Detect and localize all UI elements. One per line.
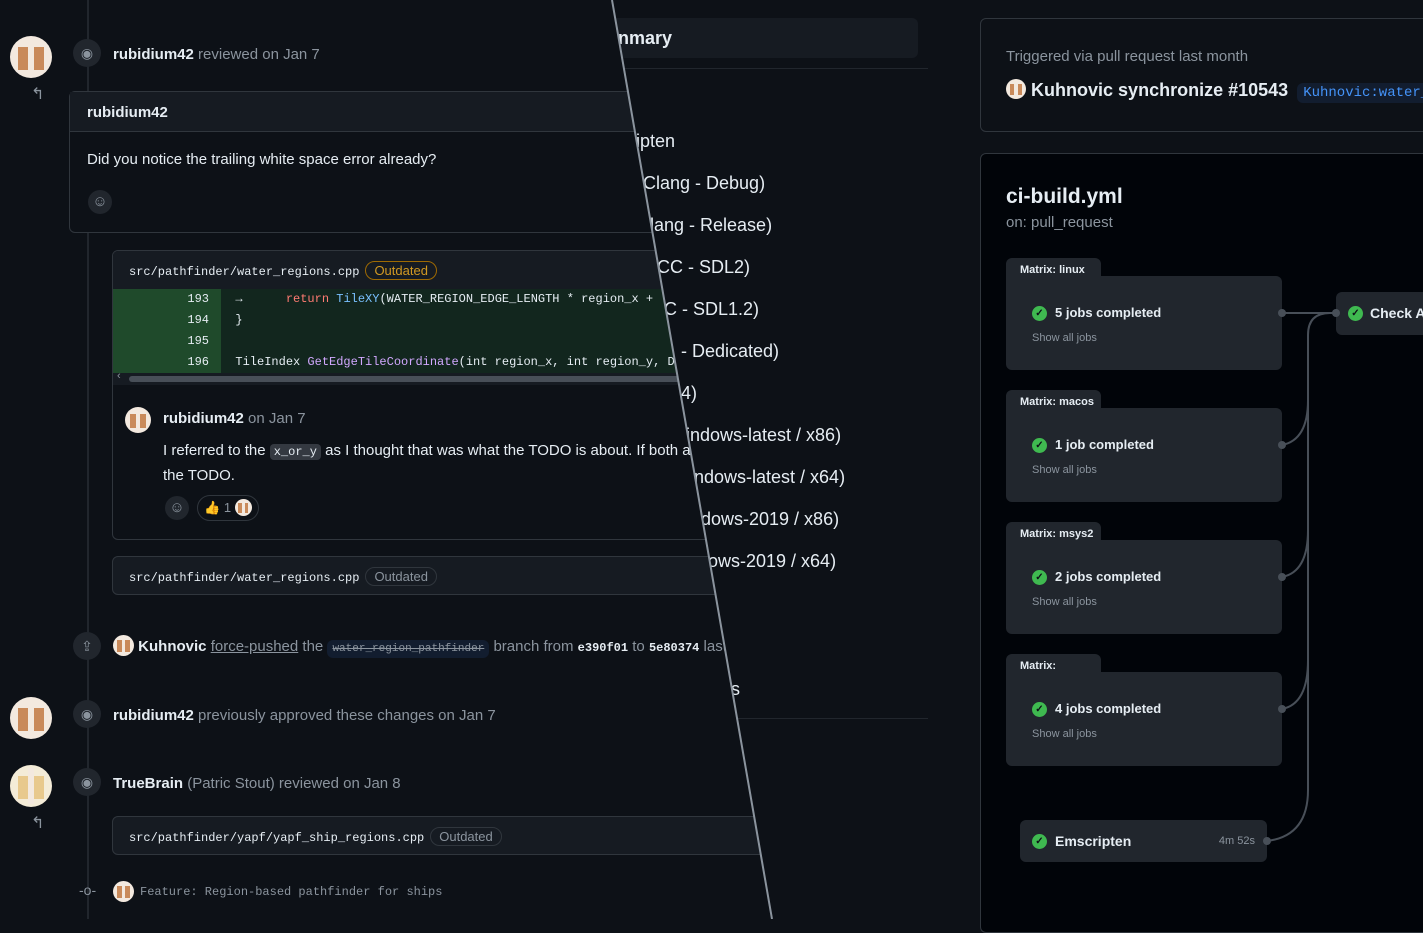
outdated-badge: Outdated (365, 261, 437, 280)
job-name: Emscripten (1055, 833, 1132, 849)
connector (1266, 660, 1309, 842)
show-all-jobs-link[interactable]: Show all jobs (1032, 596, 1097, 608)
avatar[interactable] (113, 881, 134, 902)
reply-icon: ↰ (31, 86, 45, 103)
eye-icon: ◉ (73, 39, 101, 67)
commit-sha[interactable]: e390f01 (577, 641, 629, 655)
reply-date[interactable]: on Jan 7 (248, 410, 306, 427)
reviewer-fullname: (Patric Stout) (187, 775, 275, 792)
avatar[interactable] (10, 697, 52, 739)
success-icon: ✓ (1032, 834, 1047, 849)
matrix-card[interactable]: ✓ 5 jobs completed Show all jobs (1006, 276, 1282, 370)
matrix-card[interactable]: ✓ 2 jobs completed Show all jobs (1006, 540, 1282, 634)
commit-message[interactable]: Feature: Region-based pathfinder for shi… (140, 885, 443, 899)
text: last (703, 638, 727, 655)
avatar[interactable] (113, 635, 134, 656)
reply-author[interactable]: rubidium42 (163, 410, 244, 427)
reviewer-name[interactable]: rubidium42 (113, 46, 194, 63)
workflow-trigger: on: pull_request (1006, 214, 1113, 231)
branch-label[interactable]: Kuhnovic:water_re (1297, 83, 1423, 103)
file-path[interactable]: src/pathfinder/water_regions.cpp (129, 265, 360, 279)
line-number[interactable]: 196 (113, 352, 221, 373)
outdated-badge: Outdated (365, 567, 437, 586)
check-job[interactable]: ✓ Check Ar (1336, 292, 1423, 335)
thumbs-up-icon: 👍 (204, 500, 221, 515)
workflow-file[interactable]: ci-build.yml (1006, 185, 1123, 208)
review-thread-collapsed[interactable]: src/pathfinder/water_regions.cpp Outdated (112, 556, 772, 595)
avatar (234, 499, 252, 516)
matrix-status: 1 job completed (1055, 437, 1154, 452)
add-reaction-button[interactable]: ☺ (88, 190, 112, 214)
matrix-status: 4 jobs completed (1055, 701, 1162, 716)
trigger-user[interactable]: Kuhnovic (1031, 80, 1114, 100)
job-duration: 4m 52s (1218, 835, 1255, 847)
connector-dot (1263, 837, 1271, 845)
inline-code: x_or_y (269, 444, 321, 460)
connector-dot (1278, 705, 1286, 713)
branch-label[interactable]: water_region_pathfinder (327, 640, 490, 658)
trigger-event: synchronize (1118, 80, 1224, 100)
eye-icon: ◉ (73, 768, 101, 796)
eye-icon: ◉ (73, 700, 101, 728)
review-action: previously approved these changes on Jan… (198, 707, 496, 724)
show-all-jobs-link[interactable]: Show all jobs (1032, 332, 1097, 344)
matrix-status: 2 jobs completed (1055, 569, 1162, 584)
review-action: reviewed on Jan 7 (198, 46, 320, 63)
horizontal-scrollbar[interactable]: ‹ (113, 370, 771, 385)
matrix-status: 5 jobs completed (1055, 305, 1162, 320)
commit-icon: -o- (79, 882, 97, 898)
pusher-name[interactable]: Kuhnovic (138, 638, 207, 655)
avatar[interactable] (10, 765, 52, 807)
text: branch from (493, 638, 574, 655)
connector-dot (1332, 309, 1340, 317)
show-all-jobs-link[interactable]: Show all jobs (1032, 464, 1097, 476)
line-number[interactable]: 195 (113, 331, 221, 352)
trigger-label: Triggered via pull request last month (1006, 48, 1249, 65)
success-icon: ✓ (1032, 438, 1047, 453)
file-path[interactable]: src/pathfinder/yapf/yapf_ship_regions.cp… (129, 831, 425, 845)
review-action: reviewed on Jan 8 (278, 775, 401, 792)
emscripten-job[interactable]: ✓ Emscripten 4m 52s (1020, 820, 1267, 862)
reaction-count: 1 (223, 500, 232, 515)
text: to (632, 638, 645, 655)
commit-sha[interactable]: 5e80374 (648, 641, 700, 655)
avatar[interactable] (10, 36, 52, 78)
job-name: Check Ar (1370, 305, 1423, 321)
outdated-badge: Outdated (430, 827, 502, 846)
reviewer-name[interactable]: TrueBrain (113, 775, 184, 792)
matrix-card[interactable]: ✓ 1 job completed Show all jobs (1006, 408, 1282, 502)
code-line: 196 TileIndex GetEdgeTileCoordinate(int … (113, 352, 771, 373)
comment-body: Did you notice the trailing white space … (87, 151, 437, 168)
success-icon: ✓ (1032, 570, 1047, 585)
connector-dot (1278, 441, 1286, 449)
line-number[interactable]: 193 (113, 289, 221, 310)
success-icon: ✓ (1032, 306, 1047, 321)
thumbs-up-reaction[interactable]: 👍 1 (197, 495, 259, 521)
success-icon: ✓ (1032, 702, 1047, 717)
reviewer-name[interactable]: rubidium42 (113, 707, 194, 724)
timeline-line (87, 0, 89, 919)
add-reaction-button[interactable]: ☺ (165, 496, 189, 520)
text: the (302, 638, 324, 655)
trigger-panel: Triggered via pull request last month Ku… (980, 18, 1423, 132)
avatar[interactable] (125, 407, 151, 433)
reply-body: I referred to the x_or_y as I thought th… (163, 442, 691, 484)
connector-dot (1278, 309, 1286, 317)
avatar (1006, 79, 1026, 99)
show-all-jobs-link[interactable]: Show all jobs (1032, 728, 1097, 740)
force-push-link[interactable]: force-pushed (210, 638, 299, 655)
matrix-card[interactable]: ✓ 4 jobs completed Show all jobs (1006, 672, 1282, 766)
review-thread-collapsed[interactable]: src/pathfinder/yapf/yapf_ship_regions.cp… (112, 816, 772, 855)
file-path[interactable]: src/pathfinder/water_regions.cpp (129, 571, 360, 585)
code-line: 195 (113, 331, 771, 352)
success-icon: ✓ (1348, 306, 1363, 321)
code-line: 194 } (113, 310, 771, 331)
line-number[interactable]: 194 (113, 310, 221, 331)
pr-link[interactable]: #10543 (1228, 80, 1289, 100)
reply-icon: ↰ (31, 815, 45, 832)
connector-dot (1278, 573, 1286, 581)
force-push-icon: ⇪ (73, 632, 101, 660)
connector (1281, 312, 1331, 446)
